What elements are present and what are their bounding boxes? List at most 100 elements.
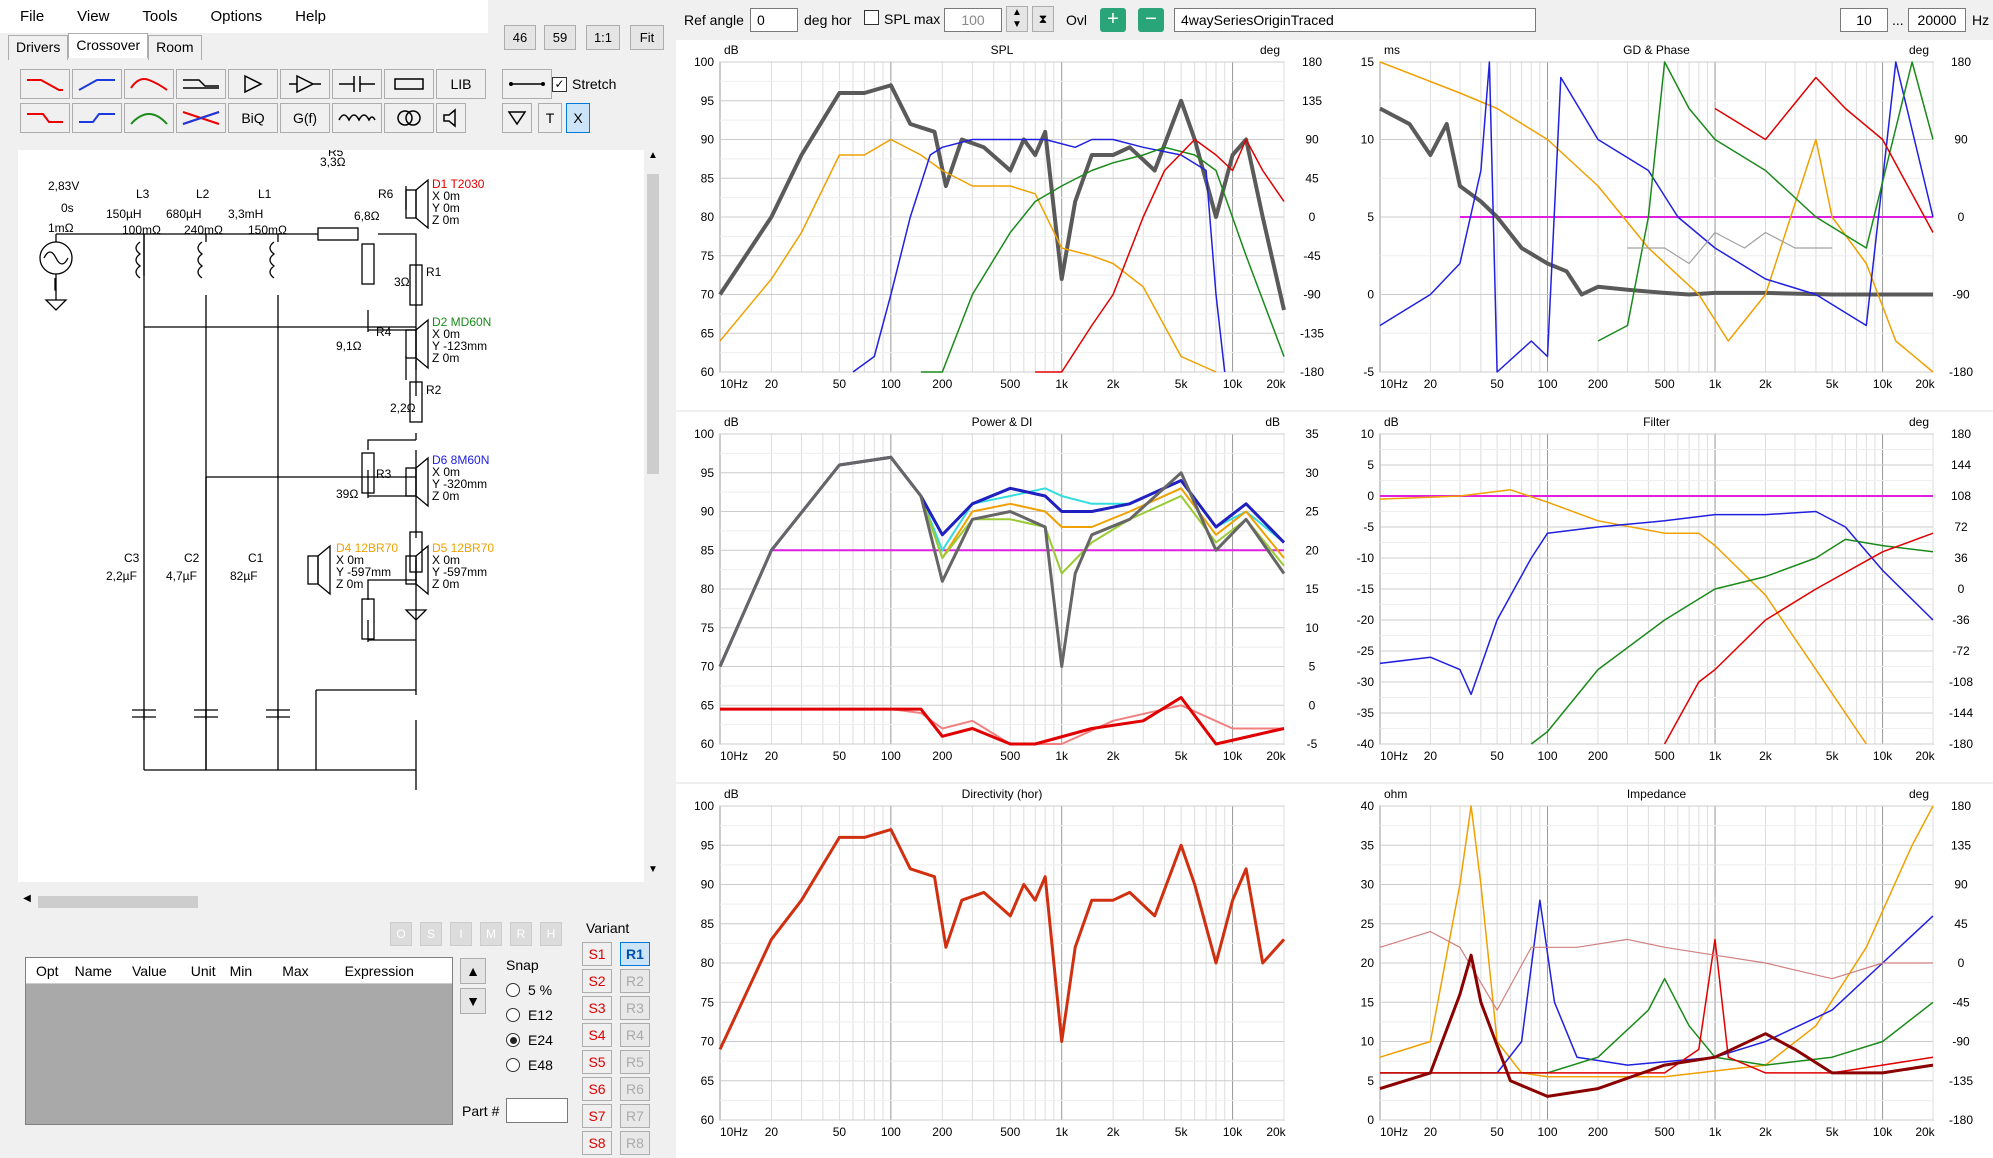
buffer-button[interactable] (280, 69, 330, 99)
schematic-vertical-scrollbar[interactable]: ▲ ▼ (644, 150, 662, 882)
scroll-left-icon[interactable]: ◀ (23, 893, 31, 904)
spl-graph[interactable]: SPL dB deg 95 90 85 80 75 70 65 60 100 180 135 90 45 0 -4… (676, 40, 1344, 410)
bandpass-2-button[interactable] (124, 103, 174, 133)
imp-graph[interactable]: Impedance ohm deg 40 35 30 25 20 15 10 5 0 180 135 90 4… (1336, 784, 1993, 1158)
filter-graph[interactable]: Filter dB deg 10 5 0 -5 -10 -15 -20 -25 -30 -35 -40 18… (1336, 412, 1993, 782)
tab-drivers[interactable]: Drivers (8, 35, 69, 60)
lock-h-button[interactable]: H (540, 922, 562, 946)
variant-r6-button[interactable]: R6 (620, 1077, 650, 1101)
spl-max-fit-button[interactable]: ⧗ (1032, 6, 1054, 32)
resistor-button[interactable] (384, 69, 434, 99)
spl-max-checkbox[interactable] (864, 10, 884, 28)
gd-graph[interactable]: GD & Phase ms deg 15 10 5 0 -5 180 90 0 -90 -180 10Hz… (1336, 40, 1993, 410)
shelf-button[interactable] (176, 69, 226, 99)
scroll-up-icon[interactable]: ▲ (648, 150, 658, 161)
lowpass-2-button[interactable] (20, 103, 70, 133)
tab-room[interactable]: Room (148, 35, 202, 60)
variant-s1-button[interactable]: S1 (582, 942, 612, 966)
amplifier-button[interactable] (228, 69, 278, 99)
schematic-horizontal-scrollbar[interactable]: ◀ (18, 893, 644, 911)
variant-s7-button[interactable]: S7 (582, 1104, 612, 1128)
lock-i-button[interactable]: I (450, 922, 472, 946)
speaker-button[interactable] (436, 103, 466, 133)
move-up-button[interactable]: ▲ (460, 958, 486, 984)
dir-graph[interactable]: Directivity (hor) dB 100 95 90 85 80 75 70 65 60 10… (676, 784, 1344, 1158)
overlay-remove-button[interactable]: − (1138, 8, 1164, 32)
menu-file[interactable]: File (20, 8, 45, 25)
delete-x-button[interactable]: X (566, 103, 590, 133)
variant-s6-button[interactable]: S6 (582, 1077, 612, 1101)
zoom-fit-button[interactable]: Fit (630, 25, 664, 50)
col-name[interactable]: Name (74, 962, 112, 979)
spl-max-spinner[interactable]: ▲ ▼ (1006, 6, 1028, 32)
ground-button[interactable] (502, 103, 532, 133)
stretch-checkbox[interactable]: ✓ Stretch (552, 76, 616, 92)
menu-tools[interactable]: Tools (142, 8, 178, 25)
inductor-button[interactable] (332, 103, 382, 133)
lowpass-1-button[interactable] (20, 69, 70, 99)
col-value[interactable]: Value (131, 962, 167, 979)
text-button[interactable]: T (538, 103, 562, 133)
variant-r8-button[interactable]: R8 (620, 1131, 650, 1155)
variant-r2-button[interactable]: R2 (620, 969, 650, 993)
lock-o-button[interactable]: O (390, 922, 412, 946)
variant-s2-button[interactable]: S2 (582, 969, 612, 993)
overlay-add-button[interactable]: + (1100, 8, 1126, 32)
freq-max-input[interactable]: 20000 (1908, 8, 1966, 32)
col-opt[interactable]: Opt (36, 962, 59, 979)
d5-z: Z 0m (432, 577, 459, 591)
menu-options[interactable]: Options (210, 8, 263, 25)
scroll-down-icon[interactable]: ▼ (648, 864, 658, 875)
highpass-2-button[interactable] (72, 103, 122, 133)
gd-xtick: 10k (1873, 377, 1893, 391)
lock-r-button[interactable]: R (510, 922, 532, 946)
variant-r4-button[interactable]: R4 (620, 1023, 650, 1047)
variant-s8-button[interactable]: S8 (582, 1131, 612, 1155)
biquad-button[interactable]: BiQ (228, 103, 278, 133)
snap-5pct-radio[interactable]: 5 % (506, 982, 553, 998)
bandpass-1-button[interactable] (124, 69, 174, 99)
crossover-pair-button[interactable] (176, 103, 226, 133)
project-name-input[interactable]: 4waySeriesOriginTraced (1174, 8, 1536, 32)
zoom-46-button[interactable]: 46 (504, 25, 536, 50)
freq-min-input[interactable]: 10 (1840, 8, 1888, 32)
col-unit[interactable]: Unit (190, 962, 216, 979)
spl-max-input[interactable]: 100 (944, 8, 1002, 32)
tab-crossover[interactable]: Crossover (68, 33, 149, 58)
variant-r3-button[interactable]: R3 (620, 996, 650, 1020)
hscroll-thumb[interactable] (38, 896, 198, 908)
variant-s5-button[interactable]: S5 (582, 1050, 612, 1074)
lib-button[interactable]: LIB (436, 69, 486, 99)
dir-xtick: 1k (1055, 1125, 1069, 1139)
zoom-1-1-button[interactable]: 1:1 (586, 25, 620, 50)
schematic-canvas[interactable]: 2,83V 0s 1mΩ 3,3Ω 6,8Ω R6 R5 3Ω R1 9,1Ω … (18, 145, 644, 882)
snap-e48-radio[interactable]: E48 (506, 1057, 553, 1073)
variant-r1-button[interactable]: R1 (620, 942, 650, 966)
wire-button[interactable] (502, 69, 552, 99)
col-expression[interactable]: Expression (344, 962, 414, 979)
menu-view[interactable]: View (77, 8, 110, 25)
variant-s3-button[interactable]: S3 (582, 996, 612, 1020)
highpass-1-button[interactable] (72, 69, 122, 99)
zoom-59-button[interactable]: 59 (544, 25, 576, 50)
ref-angle-input[interactable]: 0 (750, 8, 798, 32)
move-down-button[interactable]: ▼ (460, 988, 486, 1014)
snap-e12-radio[interactable]: E12 (506, 1007, 553, 1023)
lock-m-button[interactable]: M (480, 922, 502, 946)
transformer-button[interactable] (384, 103, 434, 133)
variant-r7-button[interactable]: R7 (620, 1104, 650, 1128)
scroll-thumb[interactable] (647, 174, 659, 474)
menu-help[interactable]: Help (295, 8, 327, 25)
snap-e24-radio[interactable]: E24 (506, 1032, 553, 1048)
col-max[interactable]: Max (282, 962, 309, 979)
capacitor-button[interactable] (332, 69, 382, 99)
gf-button[interactable]: G(f) (280, 103, 330, 133)
lock-s-button[interactable]: S (420, 922, 442, 946)
part-number-input[interactable] (506, 1098, 568, 1123)
optimizer-grid[interactable]: Opt Name Value Unit Min Max Expression (25, 957, 453, 1125)
variant-s4-button[interactable]: S4 (582, 1023, 612, 1047)
variant-r5-button[interactable]: R5 (620, 1050, 650, 1074)
power-graph[interactable]: Power & DI dB dB 100 95 90 85 80 75 70 65 60 35 30 25 2… (676, 412, 1344, 782)
col-min[interactable]: Min (229, 962, 253, 979)
